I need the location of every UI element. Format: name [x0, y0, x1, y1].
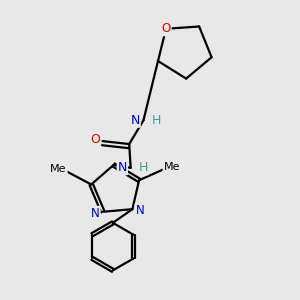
Text: N: N [118, 161, 127, 174]
Text: Me: Me [50, 164, 67, 174]
Text: O: O [161, 22, 171, 35]
Text: N: N [130, 114, 140, 127]
Text: H: H [151, 114, 160, 127]
Text: N: N [91, 207, 100, 220]
Text: H: H [139, 161, 148, 174]
Text: O: O [90, 133, 100, 146]
Text: N: N [135, 204, 144, 217]
Text: Me: Me [164, 162, 180, 172]
